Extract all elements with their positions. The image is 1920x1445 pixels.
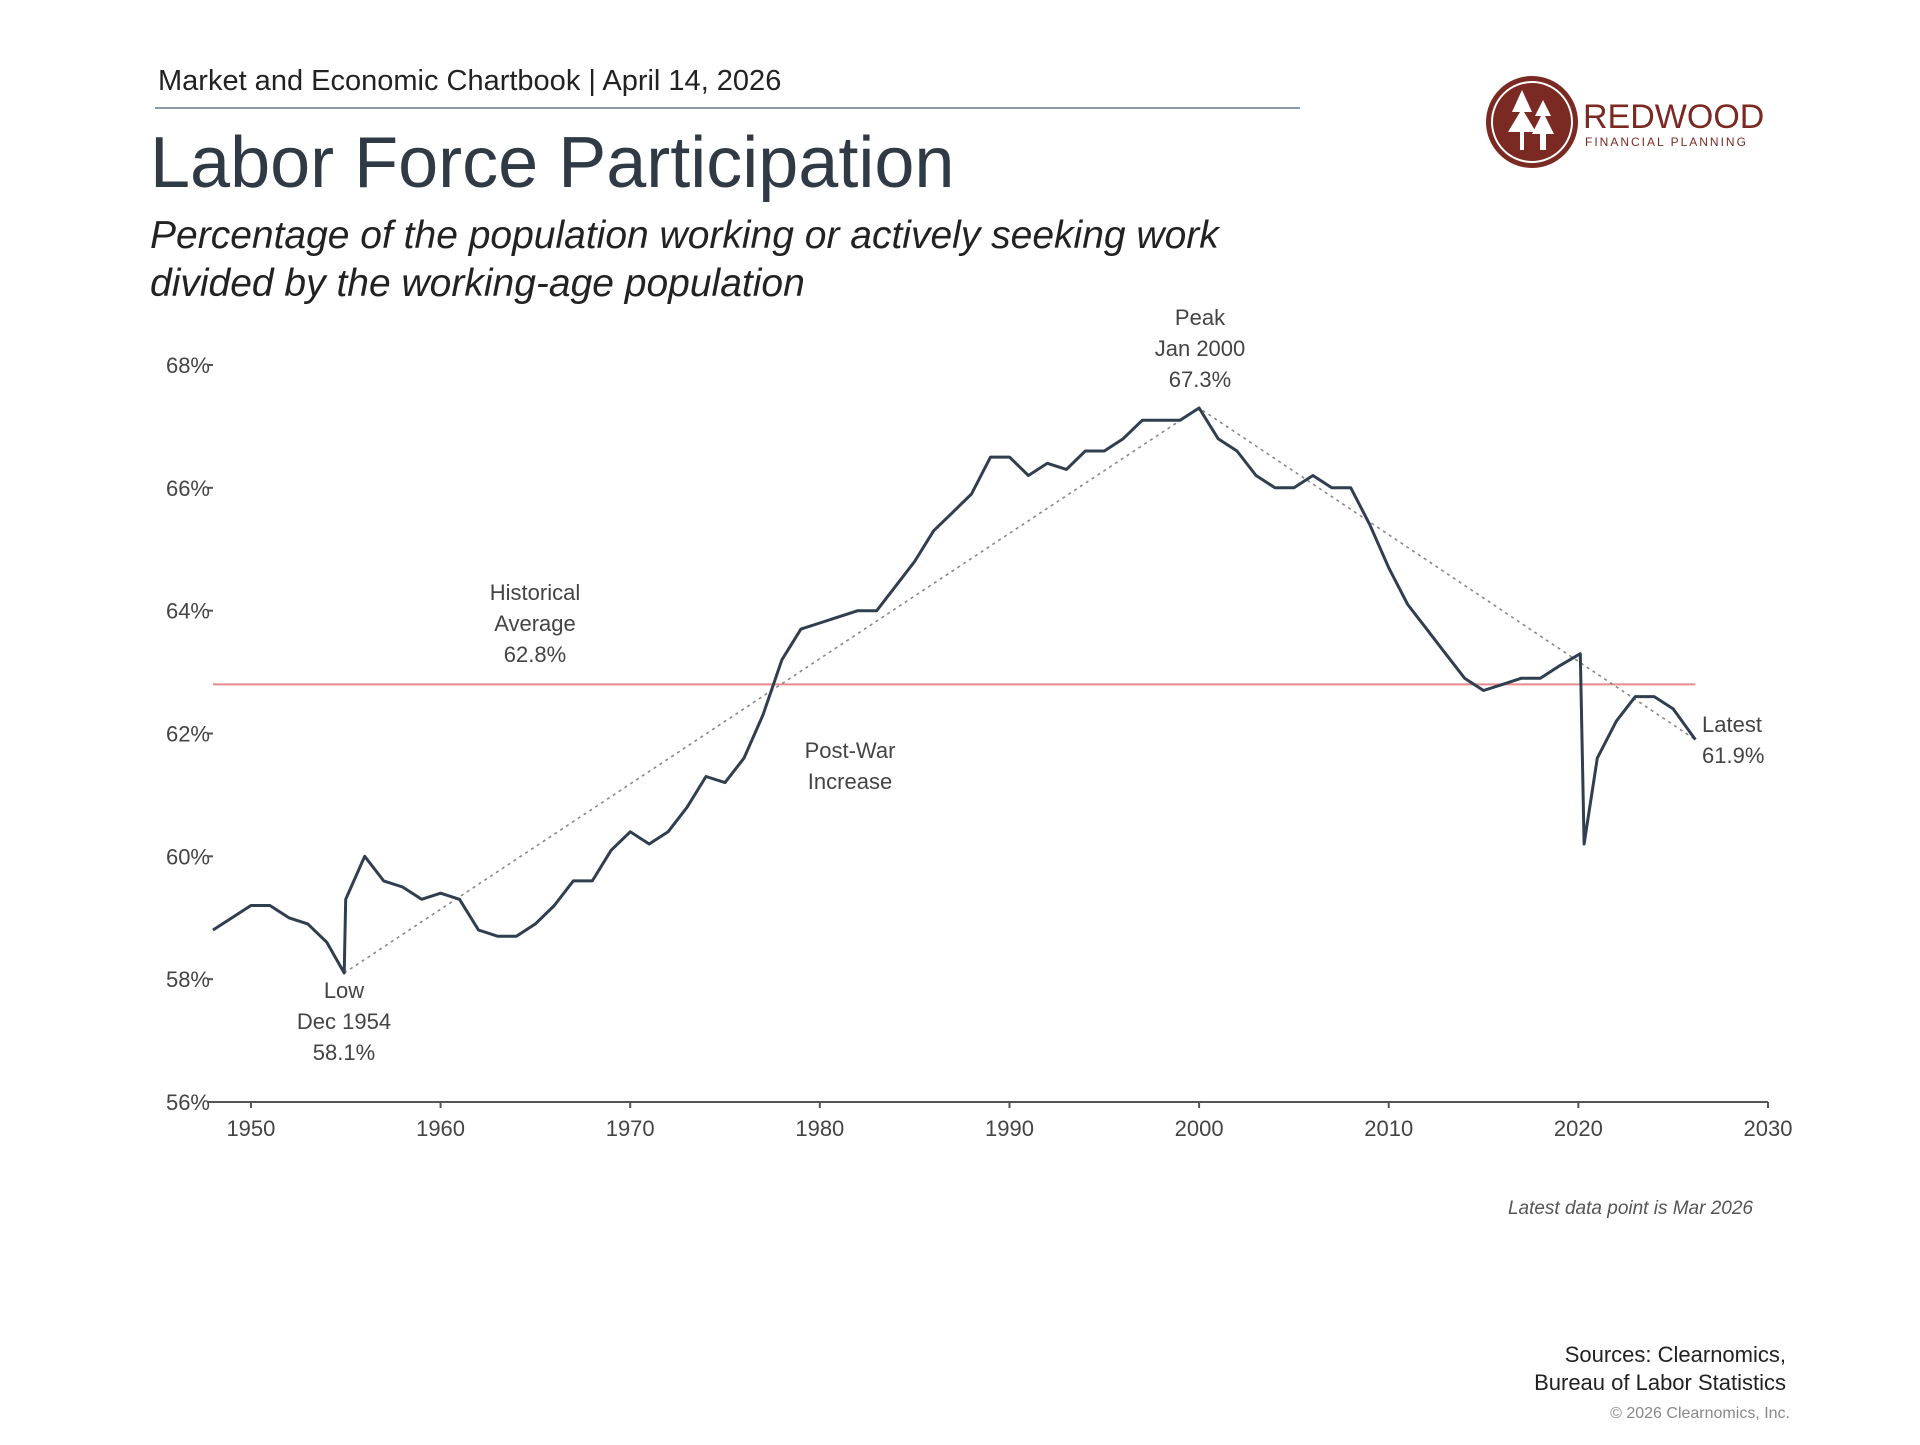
chart-title: Labor Force Participation <box>150 123 954 203</box>
annotation: 61.9% <box>1702 743 1764 768</box>
y-tick-label: 64% <box>166 599 210 624</box>
annotation: Peak <box>1175 305 1226 330</box>
x-tick-label: 1990 <box>985 1116 1034 1141</box>
x-tick-label: 2030 <box>1744 1116 1793 1141</box>
annotation: Dec 1954 <box>297 1009 391 1034</box>
y-tick-label: 60% <box>166 844 210 869</box>
sources: Sources: Clearnomics, <box>1565 1342 1786 1367</box>
footnote: Latest data point is Mar 2026 <box>1508 1198 1753 1219</box>
annotation: Jan 2000 <box>1155 336 1246 361</box>
annotation: Increase <box>808 769 892 794</box>
x-tick-label: 1970 <box>606 1116 655 1141</box>
y-tick-label: 68% <box>166 353 210 378</box>
subtitle: Percentage of the population working or … <box>150 214 1221 257</box>
logo-trees <box>1508 90 1554 150</box>
logo: REDWOOD FINANCIAL PLANNING <box>1486 76 1764 168</box>
reference-label: Historical <box>490 580 580 605</box>
x-tick-label: 2000 <box>1175 1116 1224 1141</box>
copyright: © 2026 Clearnomics, Inc. <box>1610 1405 1790 1422</box>
subtitle: divided by the working-age population <box>150 262 805 305</box>
annotation: Latest <box>1702 712 1762 737</box>
x-tick-label: 1960 <box>416 1116 465 1141</box>
annotation: Low <box>324 978 364 1003</box>
y-tick-label: 58% <box>166 967 210 992</box>
logo-name: REDWOOD <box>1583 98 1764 136</box>
x-tick-label: 2010 <box>1364 1116 1413 1141</box>
reference-label: Average <box>494 611 576 636</box>
y-tick-label: 66% <box>166 476 210 501</box>
x-tick-label: 2020 <box>1554 1116 1603 1141</box>
annotation: 67.3% <box>1169 367 1231 392</box>
y-tick-label: 56% <box>166 1090 210 1115</box>
logo-badge <box>1486 76 1578 168</box>
annotation: 58.1% <box>313 1040 375 1065</box>
data-line <box>212 406 1697 975</box>
kicker: Market and Economic Chartbook | April 14… <box>158 65 781 97</box>
x-tick-label: 1980 <box>795 1116 844 1141</box>
x-tick-label: 1950 <box>226 1116 275 1141</box>
reference-label: 62.8% <box>504 642 566 667</box>
annotation: Post-War <box>805 738 896 763</box>
logo-ring <box>1491 81 1573 163</box>
sources: Bureau of Labor Statistics <box>1534 1370 1786 1395</box>
y-tick-label: 62% <box>166 722 210 747</box>
trend-line <box>343 407 1696 974</box>
logo-tagline: FINANCIAL PLANNING <box>1585 135 1748 149</box>
